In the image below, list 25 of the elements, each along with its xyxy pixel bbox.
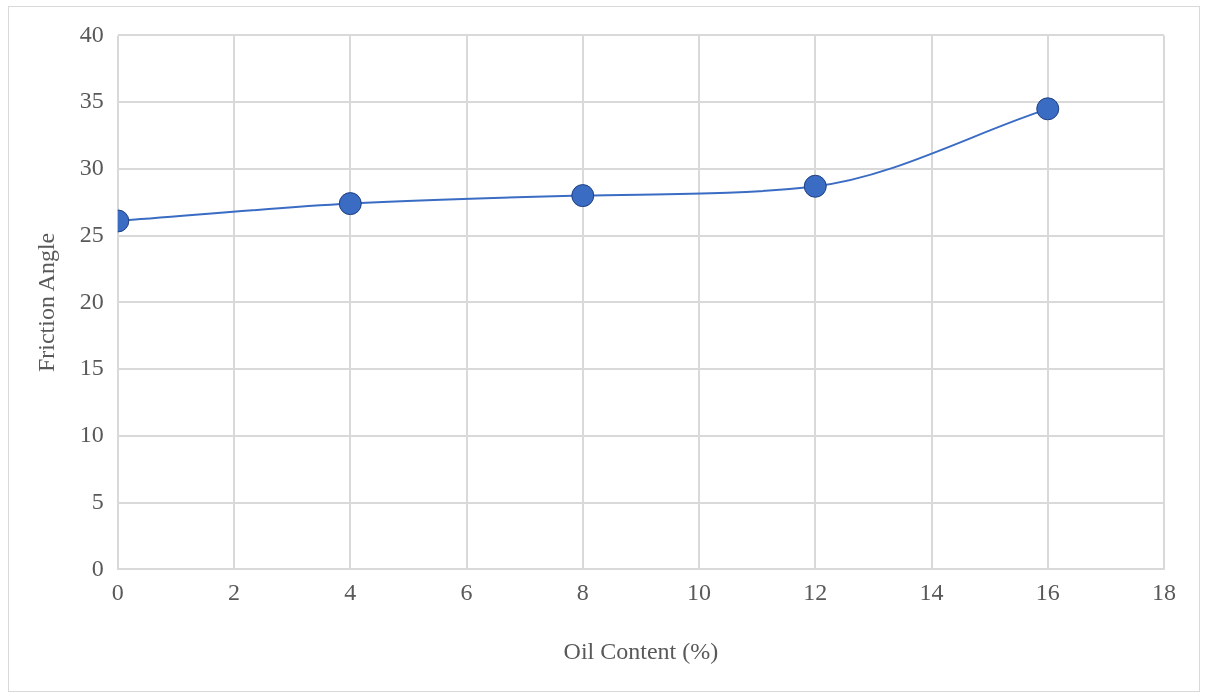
y-tick-label: 40 — [79, 20, 104, 47]
x-tick-label: 10 — [687, 579, 712, 606]
y-tick-label: 30 — [79, 154, 104, 181]
y-tick-label: 5 — [91, 487, 104, 514]
x-tick-label: 16 — [1035, 579, 1060, 606]
y-axis-title: Friction Angle — [32, 232, 59, 373]
x-tick-label: 18 — [1152, 579, 1176, 606]
x-axis-title: Oil Content (%) — [563, 637, 719, 664]
y-tick-label: 10 — [79, 421, 104, 448]
point — [338, 192, 362, 216]
x-tick-label: 12 — [803, 579, 828, 606]
point — [571, 184, 595, 208]
point — [803, 174, 827, 198]
x-tick-label: 14 — [919, 579, 944, 606]
y-tick-label: 35 — [79, 87, 104, 114]
x-tick-label: 2 — [228, 579, 241, 606]
x-tick-label: 0 — [111, 579, 124, 606]
x-tick-label: 8 — [576, 579, 589, 606]
y-tick-label: 15 — [79, 354, 104, 381]
point — [1036, 97, 1060, 121]
y-tick-label: 20 — [79, 287, 104, 314]
x-tick-label: 6 — [460, 579, 473, 606]
y-tick-label: 0 — [91, 554, 104, 581]
x-tick-label: 4 — [344, 579, 357, 606]
y-tick-label: 25 — [79, 220, 104, 247]
